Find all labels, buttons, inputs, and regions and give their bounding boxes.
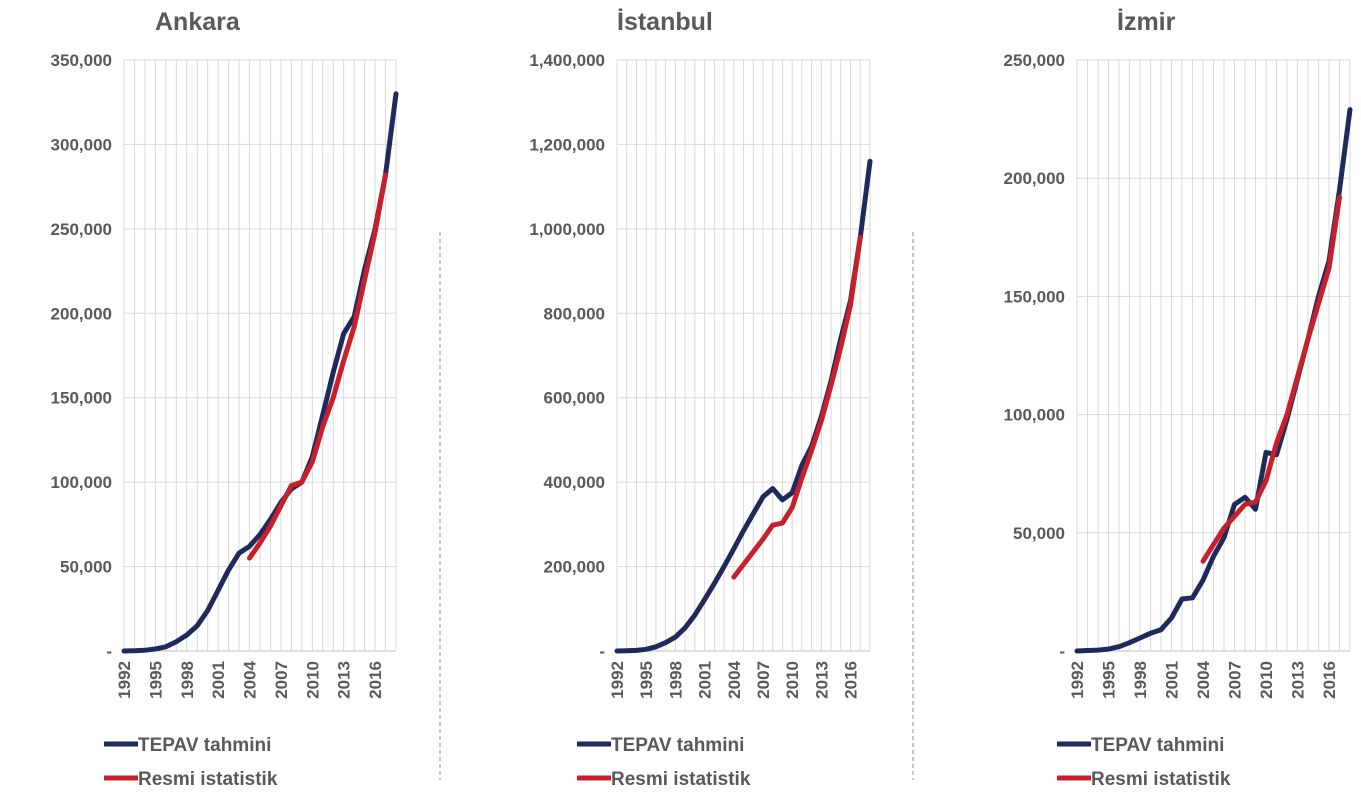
- x-tick-label: 2007: [754, 661, 773, 699]
- y-tick-label: 50,000: [60, 558, 112, 577]
- legend-label-tepav: TEPAV tahmini: [138, 735, 271, 756]
- y-tick-label: 1,200,000: [529, 135, 605, 154]
- y-tick-label: 1,400,000: [529, 51, 605, 70]
- x-tick-label: 2007: [1226, 661, 1245, 699]
- x-tick-label: 2016: [366, 661, 385, 699]
- vertical-gridlines: [123, 60, 397, 651]
- legend-label-resmi: Resmi istatistik: [1091, 769, 1231, 790]
- x-tick-label: 1995: [146, 661, 165, 699]
- legend: TEPAV tahmini Resmi istatistik: [104, 735, 278, 790]
- x-tick-label: 2001: [209, 661, 228, 699]
- series-line-resmi: [1200, 194, 1342, 564]
- x-tick-label: 2016: [842, 661, 861, 699]
- vertical-gridlines: [1076, 60, 1351, 651]
- chart-panel-3: İzmir - 50,000 100,000 150,000 200,000 250,000…: [1004, 8, 1353, 790]
- x-tick-label: 2004: [725, 660, 744, 698]
- x-tick-label: 1998: [178, 661, 197, 699]
- y-tick-label: 200,000: [51, 304, 112, 323]
- x-tick-label: 2004: [1194, 660, 1213, 698]
- x-tick-label: 2010: [1257, 661, 1276, 699]
- x-tick-label: 1998: [1131, 661, 1150, 699]
- y-tick-label: 250,000: [51, 220, 112, 239]
- x-tick-label: 1992: [1068, 661, 1087, 699]
- y-tick-label: -: [599, 642, 605, 661]
- horizontal-gridlines: [617, 59, 870, 568]
- series-line-resmi: [247, 172, 388, 561]
- y-tick-label: 150,000: [51, 389, 112, 408]
- series-line-tepav: [121, 91, 399, 654]
- x-tick-label: 2010: [303, 661, 322, 699]
- x-tick-label: 2001: [696, 661, 715, 699]
- series-line-resmi: [731, 234, 863, 580]
- y-tick-label: -: [106, 642, 112, 661]
- y-tick-label: 100,000: [1004, 406, 1065, 425]
- y-tick-label: 100,000: [51, 473, 112, 492]
- x-tick-label: 2013: [335, 661, 354, 699]
- chart-title: İstanbul: [617, 8, 713, 36]
- vertical-gridlines: [616, 60, 871, 651]
- y-tick-label: 800,000: [544, 304, 605, 323]
- chart-title: İzmir: [1117, 8, 1176, 36]
- chart-panel-1: Ankara - 50,000 100,000 150,000 200,000 250,00…: [51, 8, 399, 790]
- y-tick-label: 600,000: [544, 389, 605, 408]
- horizontal-gridlines: [124, 59, 396, 568]
- x-tick-label: 1992: [115, 661, 134, 699]
- x-tick-label: 1992: [608, 661, 627, 699]
- y-tick-label: 200,000: [544, 558, 605, 577]
- legend-label-tepav: TEPAV tahmini: [1091, 735, 1224, 756]
- y-tick-label: 300,000: [51, 135, 112, 154]
- horizontal-gridlines: [1077, 59, 1350, 534]
- y-tick-label: 200,000: [1004, 169, 1065, 188]
- legend-label-resmi: Resmi istatistik: [138, 769, 278, 790]
- y-tick-label: 400,000: [544, 473, 605, 492]
- y-tick-label: 150,000: [1004, 287, 1065, 306]
- x-tick-label: 2010: [783, 661, 802, 699]
- x-tick-label: 1998: [666, 661, 685, 699]
- x-tick-label: 1995: [1100, 661, 1119, 699]
- x-tick-label: 2007: [272, 661, 291, 699]
- chart-title: Ankara: [155, 8, 241, 36]
- legend: TEPAV tahmini Resmi istatistik: [577, 735, 751, 790]
- x-tick-label: 2001: [1163, 661, 1182, 699]
- y-tick-label: 1,000,000: [529, 220, 605, 239]
- y-tick-label: 250,000: [1004, 51, 1065, 70]
- y-tick-label: -: [1059, 642, 1065, 661]
- legend-label-resmi: Resmi istatistik: [611, 769, 751, 790]
- y-tick-label: 350,000: [51, 51, 112, 70]
- x-tick-label: 2013: [1289, 661, 1308, 699]
- x-tick-label: 1995: [637, 661, 656, 699]
- legend-label-tepav: TEPAV tahmini: [611, 735, 744, 756]
- x-tick-label: 2013: [812, 661, 831, 699]
- y-tick-label: 50,000: [1013, 524, 1065, 543]
- chart-panel-2: İstanbul - 200,000 400,000 600,000 800,000 1,0…: [529, 8, 873, 790]
- x-tick-label: 2004: [241, 660, 260, 698]
- legend: TEPAV tahmini Resmi istatistik: [1057, 735, 1231, 790]
- x-tick-label: 2016: [1320, 661, 1339, 699]
